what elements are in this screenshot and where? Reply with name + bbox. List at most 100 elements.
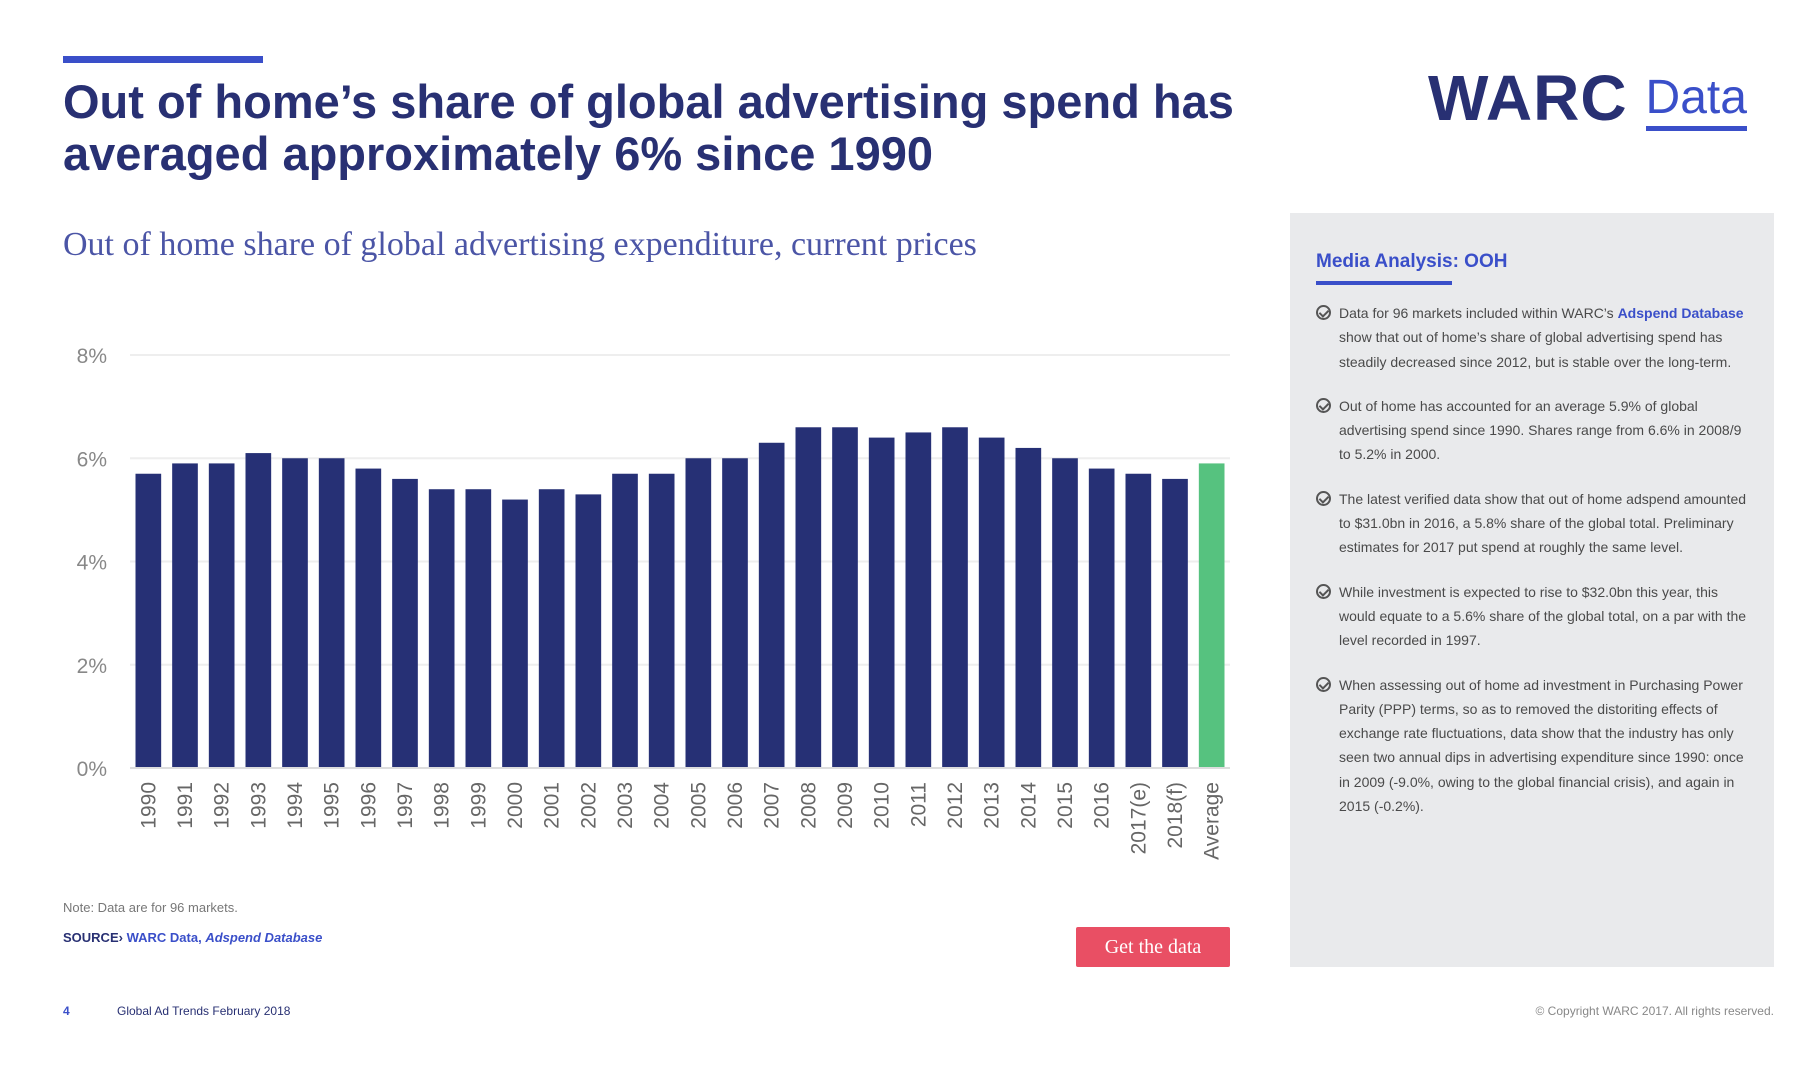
x-tick-label: 1998 xyxy=(431,782,454,829)
y-tick-label: 2% xyxy=(77,655,107,678)
x-tick-label: 2012 xyxy=(944,782,967,829)
bar-2007 xyxy=(758,442,785,768)
bullet-text: While investment is expected to rise to … xyxy=(1339,583,1747,649)
x-tick-label: 1990 xyxy=(137,782,160,829)
x-tick-label: 1993 xyxy=(247,782,270,829)
adspend-database-link[interactable]: Adspend Database xyxy=(1617,305,1744,321)
x-tick-label: Average xyxy=(1201,782,1224,860)
publication-name: Global Ad Trends February 2018 xyxy=(117,1004,291,1018)
bullet-text: When assessing out of home ad investment… xyxy=(1339,676,1744,815)
x-tick-label: 2016 xyxy=(1091,782,1114,829)
bar-2001 xyxy=(538,489,565,768)
bar-2016 xyxy=(1088,468,1115,768)
media-analysis-panel: Media Analysis: OOH Data for 96 markets … xyxy=(1290,213,1774,967)
bar-2000 xyxy=(502,499,528,768)
logo-warc-text: WARC xyxy=(1428,62,1628,134)
chart-note: Note: Data are for 96 markets. xyxy=(63,900,238,915)
bar-2013 xyxy=(978,437,1005,768)
check-circle-icon xyxy=(1316,676,1331,692)
x-tick-label: 1996 xyxy=(357,782,380,829)
copyright: © Copyright WARC 2017. All rights reserv… xyxy=(1535,1004,1775,1018)
y-tick-label: 6% xyxy=(77,448,107,471)
bar-2017(e) xyxy=(1125,473,1152,768)
bullet-text: The latest verified data show that out o… xyxy=(1339,490,1747,556)
bar-2010 xyxy=(868,437,895,768)
bar-1998 xyxy=(428,489,455,768)
bar-2009 xyxy=(832,427,858,768)
check-circle-icon xyxy=(1316,490,1331,506)
x-tick-label: 2006 xyxy=(724,782,747,829)
source-database-link[interactable]: Adspend Database xyxy=(205,930,323,945)
check-circle-icon xyxy=(1316,305,1331,320)
x-tick-label: 1994 xyxy=(284,782,307,829)
page-title: Out of home’s share of global advertisin… xyxy=(63,75,1234,180)
analysis-bullet: When assessing out of home ad investment… xyxy=(1314,673,1750,819)
title-accent-line xyxy=(63,56,263,63)
x-tick-label: 2007 xyxy=(761,782,784,829)
x-tick-label: 2010 xyxy=(871,782,894,829)
bar-Average xyxy=(1198,463,1225,768)
page-number: 4 xyxy=(63,1004,70,1018)
bar-1995 xyxy=(318,458,345,768)
bar-2012 xyxy=(942,427,968,768)
analysis-bullet: While investment is expected to rise to … xyxy=(1314,580,1750,653)
panel-title-rule xyxy=(1316,281,1452,285)
x-tick-label: 2001 xyxy=(541,782,564,829)
x-tick-label: 2000 xyxy=(504,782,527,829)
analysis-bullet: The latest verified data show that out o… xyxy=(1314,487,1750,560)
bar-1993 xyxy=(245,453,272,768)
bar-2008 xyxy=(795,427,822,768)
bar-2011 xyxy=(905,432,932,768)
x-tick-label: 2018(f) xyxy=(1164,782,1187,849)
bar-1996 xyxy=(355,468,382,768)
bar-1997 xyxy=(392,478,418,768)
x-tick-label: 1995 xyxy=(321,782,344,829)
x-tick-label: 2011 xyxy=(907,782,930,827)
bar-1999 xyxy=(465,489,492,768)
source-label: SOURCE› xyxy=(63,930,123,945)
x-tick-label: 2013 xyxy=(981,782,1004,829)
warc-data-logo: WARC Data xyxy=(1428,62,1747,134)
bar-2003 xyxy=(612,473,638,768)
bar-1991 xyxy=(172,463,198,768)
x-tick-label: 2004 xyxy=(651,782,674,829)
bar-2006 xyxy=(722,458,748,768)
y-tick-label: 8% xyxy=(77,345,107,368)
check-circle-icon xyxy=(1316,397,1331,413)
bar-2002 xyxy=(575,494,602,768)
x-tick-label: 2008 xyxy=(797,782,820,829)
x-tick-label: 2014 xyxy=(1017,782,1040,829)
x-tick-label: 1992 xyxy=(211,782,234,829)
x-tick-label: 1997 xyxy=(394,782,417,829)
bar-2005 xyxy=(685,458,712,768)
bar-2015 xyxy=(1052,458,1078,768)
bullet-text: Out of home has accounted for an average… xyxy=(1339,397,1742,463)
y-tick-label: 0% xyxy=(77,758,107,781)
y-tick-label: 4% xyxy=(77,552,107,575)
chart-source: SOURCE› WARC Data, Adspend Database xyxy=(63,930,322,945)
x-tick-label: 2005 xyxy=(687,782,710,829)
source-text: WARC Data, xyxy=(126,930,202,945)
x-tick-label: 2015 xyxy=(1054,782,1077,829)
bar-chart: 0% 2% 4% 6% 8% 1990 1991 1992 1993 1994 1995 1996 19… xyxy=(77,345,1230,860)
analysis-bullet: Data for 96 markets included within WARC… xyxy=(1314,301,1750,374)
x-tick-label: 2017(e) xyxy=(1127,782,1150,854)
x-tick-label: 2009 xyxy=(834,782,857,829)
bar-2004 xyxy=(648,473,675,768)
bar-2018(f) xyxy=(1162,478,1188,768)
x-tick-label: 1999 xyxy=(467,782,490,829)
logo-data-text: Data xyxy=(1645,62,1747,131)
bar-1992 xyxy=(208,463,235,768)
panel-title: Media Analysis: OOH xyxy=(1316,251,1508,272)
chart-title: Out of home share of global advertising … xyxy=(63,226,977,263)
x-tick-label: 2003 xyxy=(614,782,637,829)
bar-1990 xyxy=(135,473,162,768)
analysis-bullet: Out of home has accounted for an average… xyxy=(1314,394,1750,467)
x-tick-label: 2002 xyxy=(577,782,600,829)
bullet-text: Data for 96 markets included within WARC… xyxy=(1339,305,1744,370)
check-circle-icon xyxy=(1316,583,1331,599)
bar-1994 xyxy=(282,458,308,768)
get-the-data-button[interactable]: Get the data xyxy=(1076,927,1230,967)
bar-2014 xyxy=(1015,447,1042,768)
x-tick-label: 1991 xyxy=(174,782,197,829)
